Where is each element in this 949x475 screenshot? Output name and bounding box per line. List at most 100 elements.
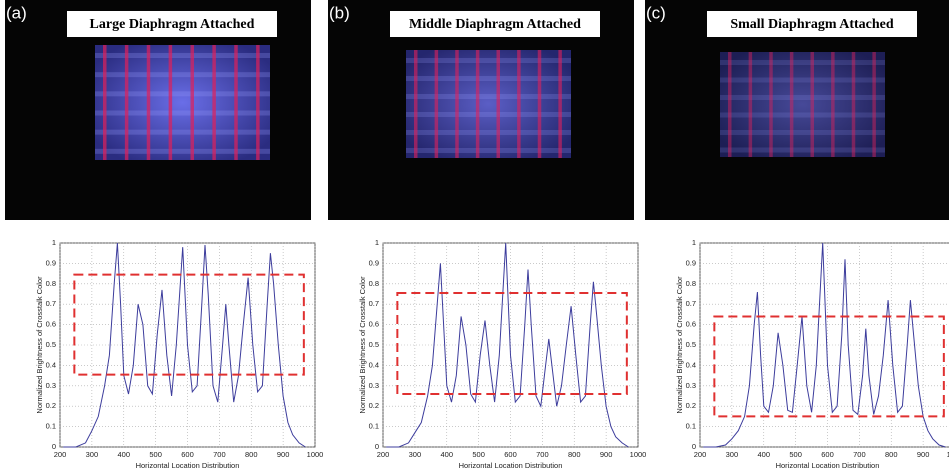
red-stripe — [434, 50, 439, 158]
y-tick-label: 0.9 — [46, 258, 56, 267]
x-tick-label: 500 — [472, 450, 485, 459]
x-tick-label: 800 — [568, 450, 581, 459]
caption-box — [67, 11, 277, 37]
x-tick-label: 200 — [54, 450, 67, 459]
panel-label: (a) — [6, 3, 27, 22]
y-tick-label: 0 — [692, 442, 696, 451]
y-tick-label: 0.6 — [46, 320, 56, 329]
x-axis-label: Horizontal Location Distribution — [776, 461, 880, 470]
grid-band — [406, 58, 571, 63]
y-tick-label: 0.8 — [369, 279, 379, 288]
x-tick-label: 800 — [245, 450, 258, 459]
x-tick-label: 300 — [409, 450, 422, 459]
x-tick-label: 500 — [149, 450, 162, 459]
x-tick-label: 500 — [789, 450, 802, 459]
x-tick-label: 900 — [917, 450, 930, 459]
red-stripe — [558, 50, 562, 158]
red-stripe — [455, 50, 459, 158]
red-stripe — [414, 50, 418, 158]
y-tick-label: 0.5 — [46, 340, 56, 349]
y-tick-label: 0.3 — [46, 381, 56, 390]
red-stripe — [810, 52, 814, 157]
y-tick-label: 0 — [52, 442, 56, 451]
x-axis-label: Horizontal Location Distribution — [136, 461, 240, 470]
highlight-box — [713, 315, 945, 418]
caption-box — [707, 11, 917, 37]
grid-band — [95, 129, 270, 135]
x-tick-label: 300 — [86, 450, 99, 459]
red-stripe — [103, 45, 107, 160]
x-tick-label: 400 — [757, 450, 770, 459]
grid-band — [95, 72, 270, 78]
y-tick-label: 0.4 — [369, 360, 379, 369]
x-tick-label: 600 — [181, 450, 194, 459]
x-tick-label: 1000 — [630, 450, 647, 459]
red-stripe — [124, 45, 129, 160]
y-tick-label: 0.1 — [46, 422, 56, 431]
red-stripe — [190, 45, 194, 160]
grid-band — [95, 53, 270, 58]
y-axis-label: Normalized Brightness of Crosstalk Color — [35, 276, 44, 414]
x-tick-label: 1000 — [307, 450, 324, 459]
grid-band — [95, 91, 270, 97]
y-tick-label: 0.2 — [686, 401, 696, 410]
red-stripe — [146, 45, 151, 160]
grid-band — [406, 76, 571, 81]
x-tick-label: 200 — [377, 450, 390, 459]
red-stripe — [728, 52, 732, 157]
y-tick-label: 0.6 — [686, 320, 696, 329]
caption: Small Diaphragm Attached — [730, 17, 894, 32]
x-tick-label: 900 — [277, 450, 290, 459]
grid-band — [720, 112, 885, 118]
y-axis-label: Normalized Brightness of Crosstalk Color — [675, 276, 684, 414]
x-tick-label: 1000 — [947, 450, 949, 459]
x-tick-label: 300 — [726, 450, 739, 459]
red-stripe — [831, 52, 835, 157]
red-stripe — [789, 52, 794, 157]
x-axis-label: Horizontal Location Distribution — [459, 461, 563, 470]
y-tick-label: 0.3 — [686, 381, 696, 390]
red-stripe — [537, 50, 542, 158]
grid-band — [720, 95, 885, 100]
y-tick-label: 0.9 — [686, 258, 696, 267]
grid-band — [95, 148, 270, 154]
x-tick-label: 700 — [213, 450, 226, 459]
red-stripe — [234, 45, 238, 160]
y-tick-label: 0.7 — [46, 299, 56, 308]
y-tick-label: 0.1 — [369, 422, 379, 431]
caption: Middle Diaphragm Attached — [409, 17, 581, 32]
red-stripe — [212, 45, 216, 160]
grid-band — [720, 147, 885, 153]
grid-band — [406, 148, 571, 153]
red-stripe — [496, 50, 500, 158]
red-stripe — [168, 45, 173, 160]
light-grid — [406, 50, 571, 158]
x-tick-label: 800 — [885, 450, 898, 459]
red-stripe — [256, 45, 260, 160]
grid-band — [406, 130, 571, 135]
red-stripe — [748, 52, 753, 157]
x-tick-label: 600 — [504, 450, 517, 459]
grid-band — [406, 112, 571, 117]
red-stripe — [517, 50, 521, 158]
y-tick-label: 1 — [692, 238, 696, 247]
y-tick-label: 1 — [52, 238, 56, 247]
light-grid — [95, 45, 270, 160]
grid-band — [720, 130, 885, 135]
grid-band — [720, 60, 885, 65]
red-stripe — [872, 52, 876, 157]
x-tick-label: 600 — [821, 450, 834, 459]
y-tick-label: 0.9 — [369, 258, 379, 267]
y-tick-label: 0.2 — [46, 401, 56, 410]
x-tick-label: 700 — [536, 450, 549, 459]
data-line — [703, 242, 946, 448]
grid-band — [406, 94, 571, 99]
y-tick-label: 0 — [375, 442, 379, 451]
red-stripe — [851, 52, 856, 157]
y-tick-label: 0.4 — [686, 360, 696, 369]
panel-label: (b) — [329, 3, 350, 22]
light-grid — [720, 52, 885, 157]
red-stripe — [475, 50, 480, 158]
y-tick-label: 1 — [375, 238, 379, 247]
